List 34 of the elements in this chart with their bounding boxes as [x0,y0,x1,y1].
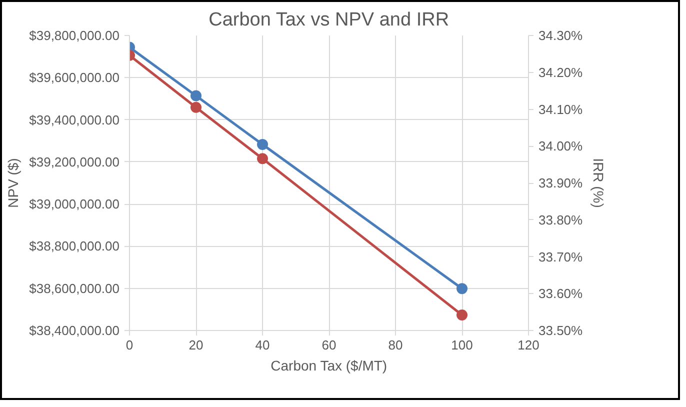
x-tick-label: 40 [255,338,270,352]
x-tick-label: 80 [388,338,403,352]
y-axis-title: NPV ($) [5,158,22,208]
y2-tick-label: 34.10% [538,102,584,117]
y-tick-label: $39,600,000.00 [29,70,120,86]
y2-tick-label: 33.90% [538,176,584,190]
y-tick-label: $39,000,000.00 [29,196,120,212]
y2-tick-label: 33.70% [538,249,584,264]
y2-tick-label: 33.50% [538,323,584,338]
y-tick-label: $38,800,000.00 [29,238,120,254]
y-tick-label: $38,600,000.00 [29,280,120,296]
point [257,138,268,150]
y-tick-label: $38,400,000.00 [29,323,120,338]
x-tick-label: 120 [518,338,540,352]
point [456,283,468,294]
x-axis-title: Carbon Tax ($/MT) [270,358,388,374]
point [190,90,202,102]
y2-tick-label: 33.60% [538,286,584,302]
point [257,153,268,164]
point [190,102,202,113]
y2-tick-label: 34.20% [538,64,584,80]
y2-axis-title: IRR (%) [590,158,607,208]
point [456,310,468,321]
y2-tick-label: 34.00% [538,138,584,154]
chart-title: Carbon Tax vs NPV and IRR [208,10,450,30]
x-tick-label: 60 [322,338,336,352]
x-tick-label: 0 [126,338,134,352]
x-tick-label: 100 [451,338,473,352]
y2-tick-label: 34.30% [538,28,584,43]
x-tick-label: 20 [188,338,204,352]
y2-tick-label: 33.80% [538,212,584,228]
y-tick-label: $39,200,000.00 [29,154,120,170]
y-tick-label: $39,800,000.00 [29,28,120,43]
y-tick-label: $39,400,000.00 [29,112,120,128]
